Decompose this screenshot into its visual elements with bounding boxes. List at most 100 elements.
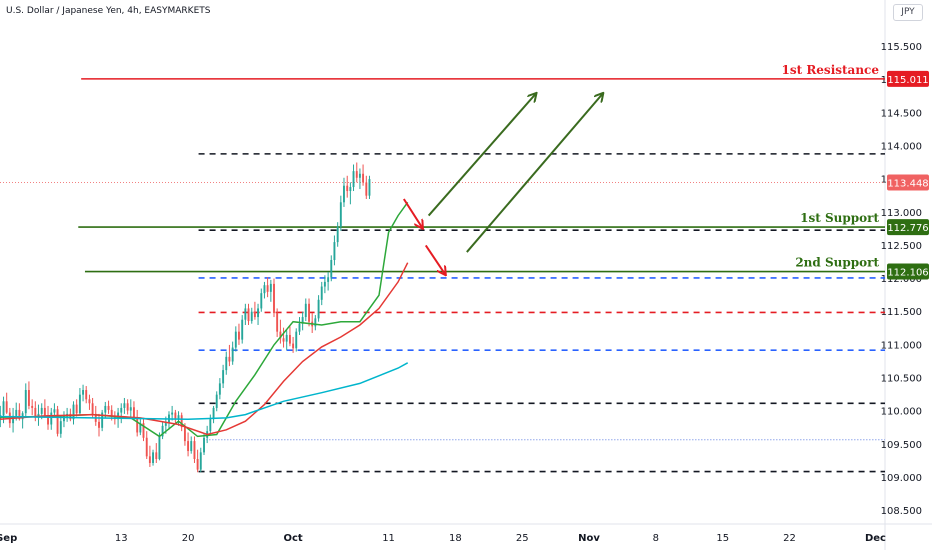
candle-body: [164, 423, 167, 426]
candle-body: [126, 403, 129, 411]
candle-body: [203, 437, 205, 453]
price-badge: [887, 70, 929, 87]
price-lines: 1st Resistance 1st Support 2nd Support: [78, 63, 885, 273]
price-badge-label: 112.106: [887, 268, 928, 279]
candle-body: [82, 390, 85, 395]
candle-body: [228, 356, 231, 362]
moving-average-line: [0, 201, 409, 438]
price-line-label: 1st Support: [800, 211, 879, 225]
candle-body: [250, 311, 253, 322]
candle-body: [292, 343, 295, 349]
candle-body: [31, 405, 34, 408]
candle-body: [199, 452, 202, 470]
candle-body: [5, 401, 8, 413]
candle-body: [273, 283, 275, 314]
candle-body: [152, 452, 154, 463]
candle-body: [266, 285, 269, 292]
candle-body: [88, 399, 91, 404]
candle-body: [47, 415, 49, 425]
moving-averages: [0, 201, 409, 438]
y-tick-label: 114.500: [881, 108, 922, 119]
candle-body: [285, 334, 288, 342]
price-line-label: 2nd Support: [795, 256, 879, 270]
candle-body: [282, 338, 285, 342]
candle-body: [120, 407, 123, 413]
candle-body: [330, 260, 333, 278]
candle-body: [50, 412, 53, 425]
candle-body: [174, 412, 177, 420]
candle-body: [193, 441, 196, 459]
x-tick-label: 11: [382, 533, 395, 544]
candle-body: [298, 323, 301, 332]
candle-body: [196, 458, 199, 470]
candle-body: [257, 308, 260, 318]
candle-body: [107, 405, 110, 410]
candle-body: [304, 303, 307, 318]
candle-body: [336, 226, 339, 243]
y-axis-ticks: 115.500115.000114.500114.000113.500113.0…: [881, 42, 922, 517]
candle-body: [276, 313, 279, 332]
candle-body: [101, 412, 104, 428]
x-tick-label: 13: [115, 533, 128, 544]
projection-arrow: [427, 93, 537, 217]
candle-body: [43, 407, 46, 416]
candle-body: [218, 383, 221, 395]
x-axis-ticks: Sep 13 20 Oct 11 18 25 Nov 8 15 22 Dec: [0, 533, 886, 544]
dashed-levels: [198, 153, 885, 473]
candle-body: [314, 318, 317, 327]
chart-title: U.S. Dollar / Japanese Yen, 4h, EASYMARK…: [6, 6, 211, 16]
candle-body: [75, 404, 78, 414]
candle-body: [148, 456, 151, 463]
candle-body: [24, 390, 27, 414]
candle-body: [85, 390, 88, 400]
candle-body: [123, 403, 126, 408]
candle-body: [56, 409, 59, 434]
candle-body: [139, 423, 142, 433]
y-tick-label: 113.000: [881, 208, 922, 219]
y-tick-label: 112.500: [881, 241, 922, 252]
price-badges: 115.011 113.448 112.776 112.106: [887, 70, 929, 280]
candle-body: [339, 202, 342, 227]
y-tick-label: 110.000: [881, 407, 922, 418]
candle-body: [238, 331, 240, 340]
candle-body: [327, 277, 330, 282]
x-tick-label: Sep: [0, 533, 17, 544]
candle-body: [98, 421, 100, 428]
moving-average-line: [0, 262, 409, 436]
candle-body: [129, 407, 132, 411]
candle-body: [18, 409, 21, 420]
candle-body: [40, 407, 43, 414]
candle-body: [171, 412, 174, 415]
candle-body: [158, 436, 161, 459]
y-tick-label: 112.000: [881, 274, 922, 285]
moving-average-line: [0, 362, 409, 420]
currency-badge[interactable]: JPY: [893, 4, 923, 21]
y-tick-label: 110.500: [881, 374, 922, 385]
candle-body: [346, 185, 349, 192]
x-tick-label: 18: [449, 533, 462, 544]
candle-body: [358, 173, 361, 178]
candle-body: [244, 308, 247, 320]
candle-body: [231, 347, 234, 362]
candle-body: [234, 331, 237, 348]
x-tick-label: 25: [516, 533, 529, 544]
price-badge: [887, 263, 929, 280]
candle-body: [183, 427, 186, 442]
candle-body: [323, 281, 326, 287]
price-badge-label: 113.448: [887, 179, 928, 190]
x-tick-label: 15: [716, 533, 729, 544]
projection-arrows: [402, 93, 604, 275]
candle-body: [209, 419, 212, 432]
candle-body: [253, 311, 256, 318]
candle-body: [368, 179, 371, 196]
candle-body: [247, 308, 250, 322]
price-badge-label: 112.776: [887, 223, 928, 234]
candle-body: [190, 441, 193, 452]
candle-body: [161, 425, 164, 437]
candle-body: [301, 317, 304, 324]
candle-body: [320, 286, 323, 300]
x-tick-label: 20: [182, 533, 195, 544]
candle-body: [295, 331, 298, 349]
